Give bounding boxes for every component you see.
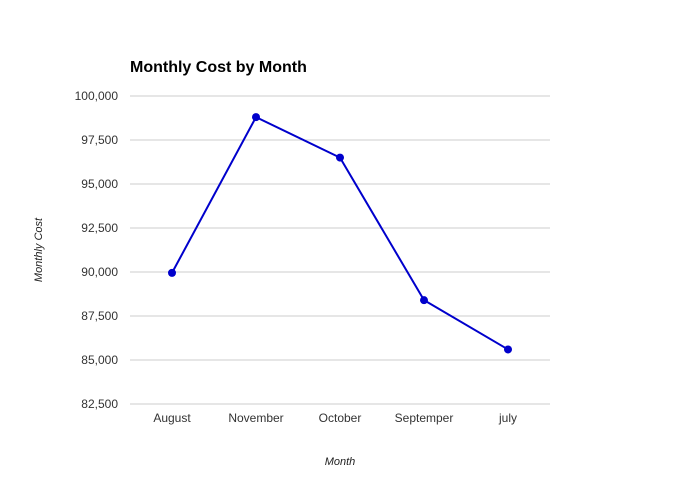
x-tick-label: October (319, 411, 362, 425)
series-group (168, 113, 512, 354)
y-tick-label: 100,000 (75, 89, 119, 103)
data-point[interactable] (336, 153, 344, 162)
x-axis-ticks: August November October Septemper july (153, 411, 517, 425)
data-point[interactable] (420, 296, 428, 305)
x-tick-label: November (228, 411, 283, 425)
y-axis-title: Monthly Cost (33, 217, 45, 282)
x-tick-label: Septemper (395, 411, 454, 425)
x-axis-title: Month (325, 456, 356, 468)
y-tick-label: 92,500 (81, 221, 118, 235)
y-tick-label: 97,500 (81, 133, 118, 147)
x-tick-label: july (498, 411, 517, 425)
data-point[interactable] (168, 268, 176, 277)
gridlines (130, 95, 550, 405)
chart-title: Monthly Cost by Month (130, 59, 307, 76)
y-tick-label: 95,000 (81, 177, 118, 191)
y-tick-label: 82,500 (81, 397, 118, 411)
y-axis-ticks: 82,500 85,000 87,500 90,000 92,500 95,000 97,5… (75, 89, 119, 411)
data-point[interactable] (504, 345, 512, 354)
x-tick-label: August (153, 411, 191, 425)
y-tick-label: 85,000 (81, 353, 118, 367)
series-line (171, 116, 509, 351)
data-point[interactable] (252, 113, 260, 122)
y-tick-label: 90,000 (81, 265, 118, 279)
y-tick-label: 87,500 (81, 309, 118, 323)
